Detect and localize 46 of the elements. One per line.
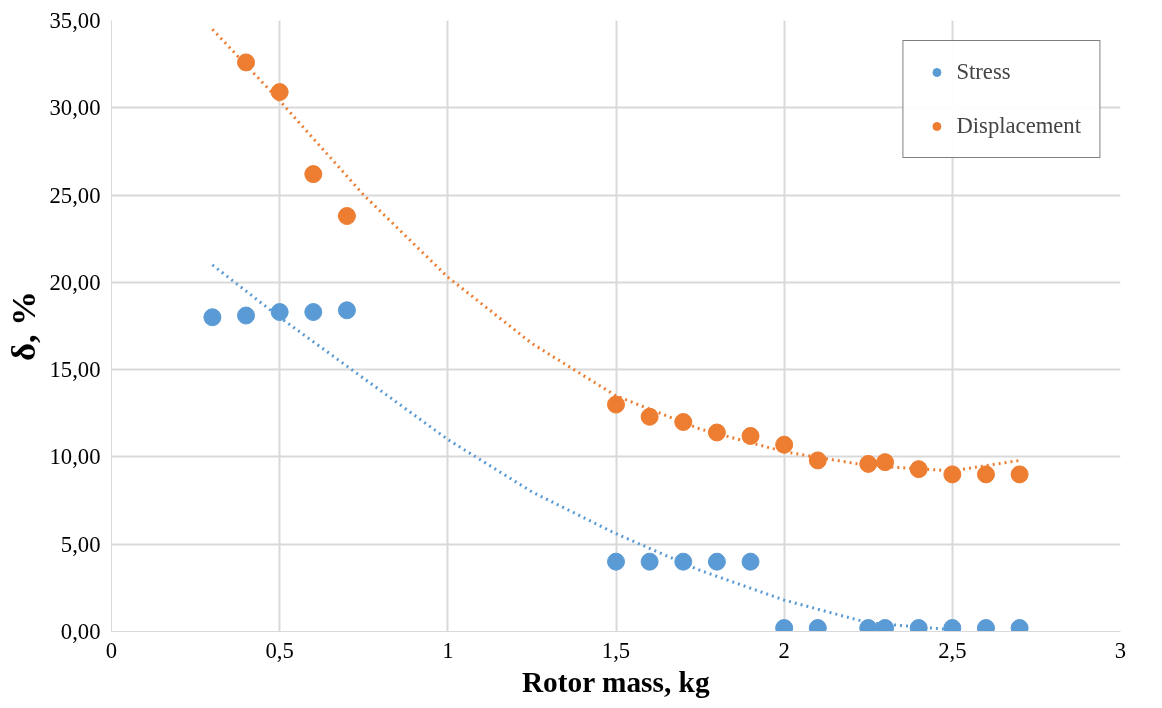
y-tick-label: 15,00 bbox=[49, 357, 101, 383]
point bbox=[607, 395, 625, 414]
point bbox=[270, 303, 289, 322]
point bbox=[674, 413, 693, 431]
y-tick-label: 35,00 bbox=[49, 8, 101, 33]
point bbox=[640, 552, 659, 571]
legend-label: Displacement bbox=[956, 113, 1081, 139]
y-tick-label: 10,00 bbox=[49, 444, 101, 470]
point bbox=[741, 427, 760, 445]
x-tick-label: 1 bbox=[442, 637, 454, 663]
point bbox=[859, 454, 878, 473]
point bbox=[943, 465, 962, 484]
point bbox=[607, 552, 625, 571]
point bbox=[1010, 465, 1029, 484]
y-axis-title: δ, % bbox=[3, 291, 42, 361]
point bbox=[707, 552, 726, 571]
point bbox=[304, 165, 323, 184]
point bbox=[808, 451, 827, 470]
y-tick-label: 0,00 bbox=[60, 619, 101, 644]
point bbox=[707, 423, 726, 442]
x-tick-label: 0 bbox=[105, 637, 118, 663]
point bbox=[270, 83, 289, 102]
y-tick-label: 20,00 bbox=[49, 269, 101, 295]
x-tick-label: 1,5 bbox=[601, 637, 631, 663]
legend-label: Stress bbox=[956, 59, 1011, 85]
x-tick-label: 2 bbox=[778, 637, 790, 663]
point bbox=[640, 407, 659, 426]
y-tick-label: 5,00 bbox=[60, 531, 101, 557]
point bbox=[775, 435, 794, 454]
x-tick-label: 0,5 bbox=[265, 637, 294, 663]
x-tick-label: 2,5 bbox=[938, 637, 967, 663]
point bbox=[304, 303, 323, 322]
x-tick-label: 3 bbox=[1114, 637, 1127, 663]
y-tick-label: 25,00 bbox=[49, 182, 101, 208]
point bbox=[203, 308, 222, 327]
point bbox=[876, 453, 895, 472]
point bbox=[674, 552, 693, 571]
point bbox=[337, 207, 356, 225]
point bbox=[976, 465, 995, 484]
point bbox=[337, 301, 356, 320]
point bbox=[237, 306, 256, 325]
x-axis-title: Rotor mass, kg bbox=[521, 665, 710, 698]
point bbox=[741, 552, 760, 571]
point bbox=[237, 53, 256, 72]
point bbox=[909, 460, 928, 479]
y-tick-label: 30,00 bbox=[49, 95, 101, 121]
